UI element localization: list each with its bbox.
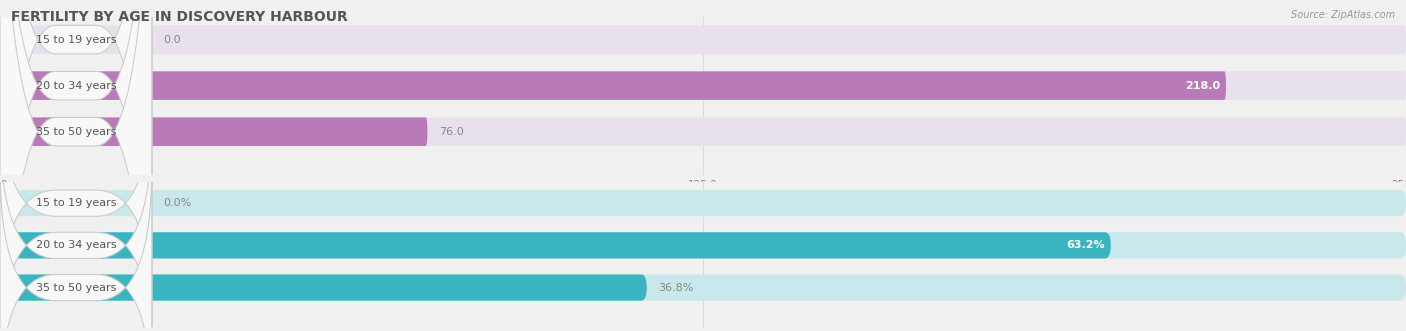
FancyBboxPatch shape xyxy=(0,71,1226,100)
FancyBboxPatch shape xyxy=(0,118,1406,146)
Text: 63.2%: 63.2% xyxy=(1067,240,1105,250)
FancyBboxPatch shape xyxy=(0,0,152,331)
FancyBboxPatch shape xyxy=(0,118,427,146)
Text: 15 to 19 years: 15 to 19 years xyxy=(35,34,117,45)
Text: 20 to 34 years: 20 to 34 years xyxy=(35,240,117,250)
FancyBboxPatch shape xyxy=(0,0,152,331)
FancyBboxPatch shape xyxy=(0,232,1406,259)
FancyBboxPatch shape xyxy=(0,190,1406,216)
Text: 0.0%: 0.0% xyxy=(163,198,191,208)
Text: 20 to 34 years: 20 to 34 years xyxy=(35,81,117,91)
FancyBboxPatch shape xyxy=(0,0,152,331)
FancyBboxPatch shape xyxy=(0,125,152,331)
Text: 15 to 19 years: 15 to 19 years xyxy=(35,198,117,208)
FancyBboxPatch shape xyxy=(0,232,1111,259)
FancyBboxPatch shape xyxy=(0,25,1406,54)
Text: Source: ZipAtlas.com: Source: ZipAtlas.com xyxy=(1291,10,1395,20)
Text: FERTILITY BY AGE IN DISCOVERY HARBOUR: FERTILITY BY AGE IN DISCOVERY HARBOUR xyxy=(11,10,349,24)
Text: 36.8%: 36.8% xyxy=(658,283,693,293)
FancyBboxPatch shape xyxy=(0,167,152,331)
FancyBboxPatch shape xyxy=(0,274,647,301)
Text: 35 to 50 years: 35 to 50 years xyxy=(35,127,117,137)
Text: 0.0: 0.0 xyxy=(163,34,181,45)
Text: 218.0: 218.0 xyxy=(1185,81,1220,91)
FancyBboxPatch shape xyxy=(0,82,152,324)
Text: 35 to 50 years: 35 to 50 years xyxy=(35,283,117,293)
Text: 76.0: 76.0 xyxy=(439,127,464,137)
FancyBboxPatch shape xyxy=(0,71,1406,100)
FancyBboxPatch shape xyxy=(0,274,1406,301)
